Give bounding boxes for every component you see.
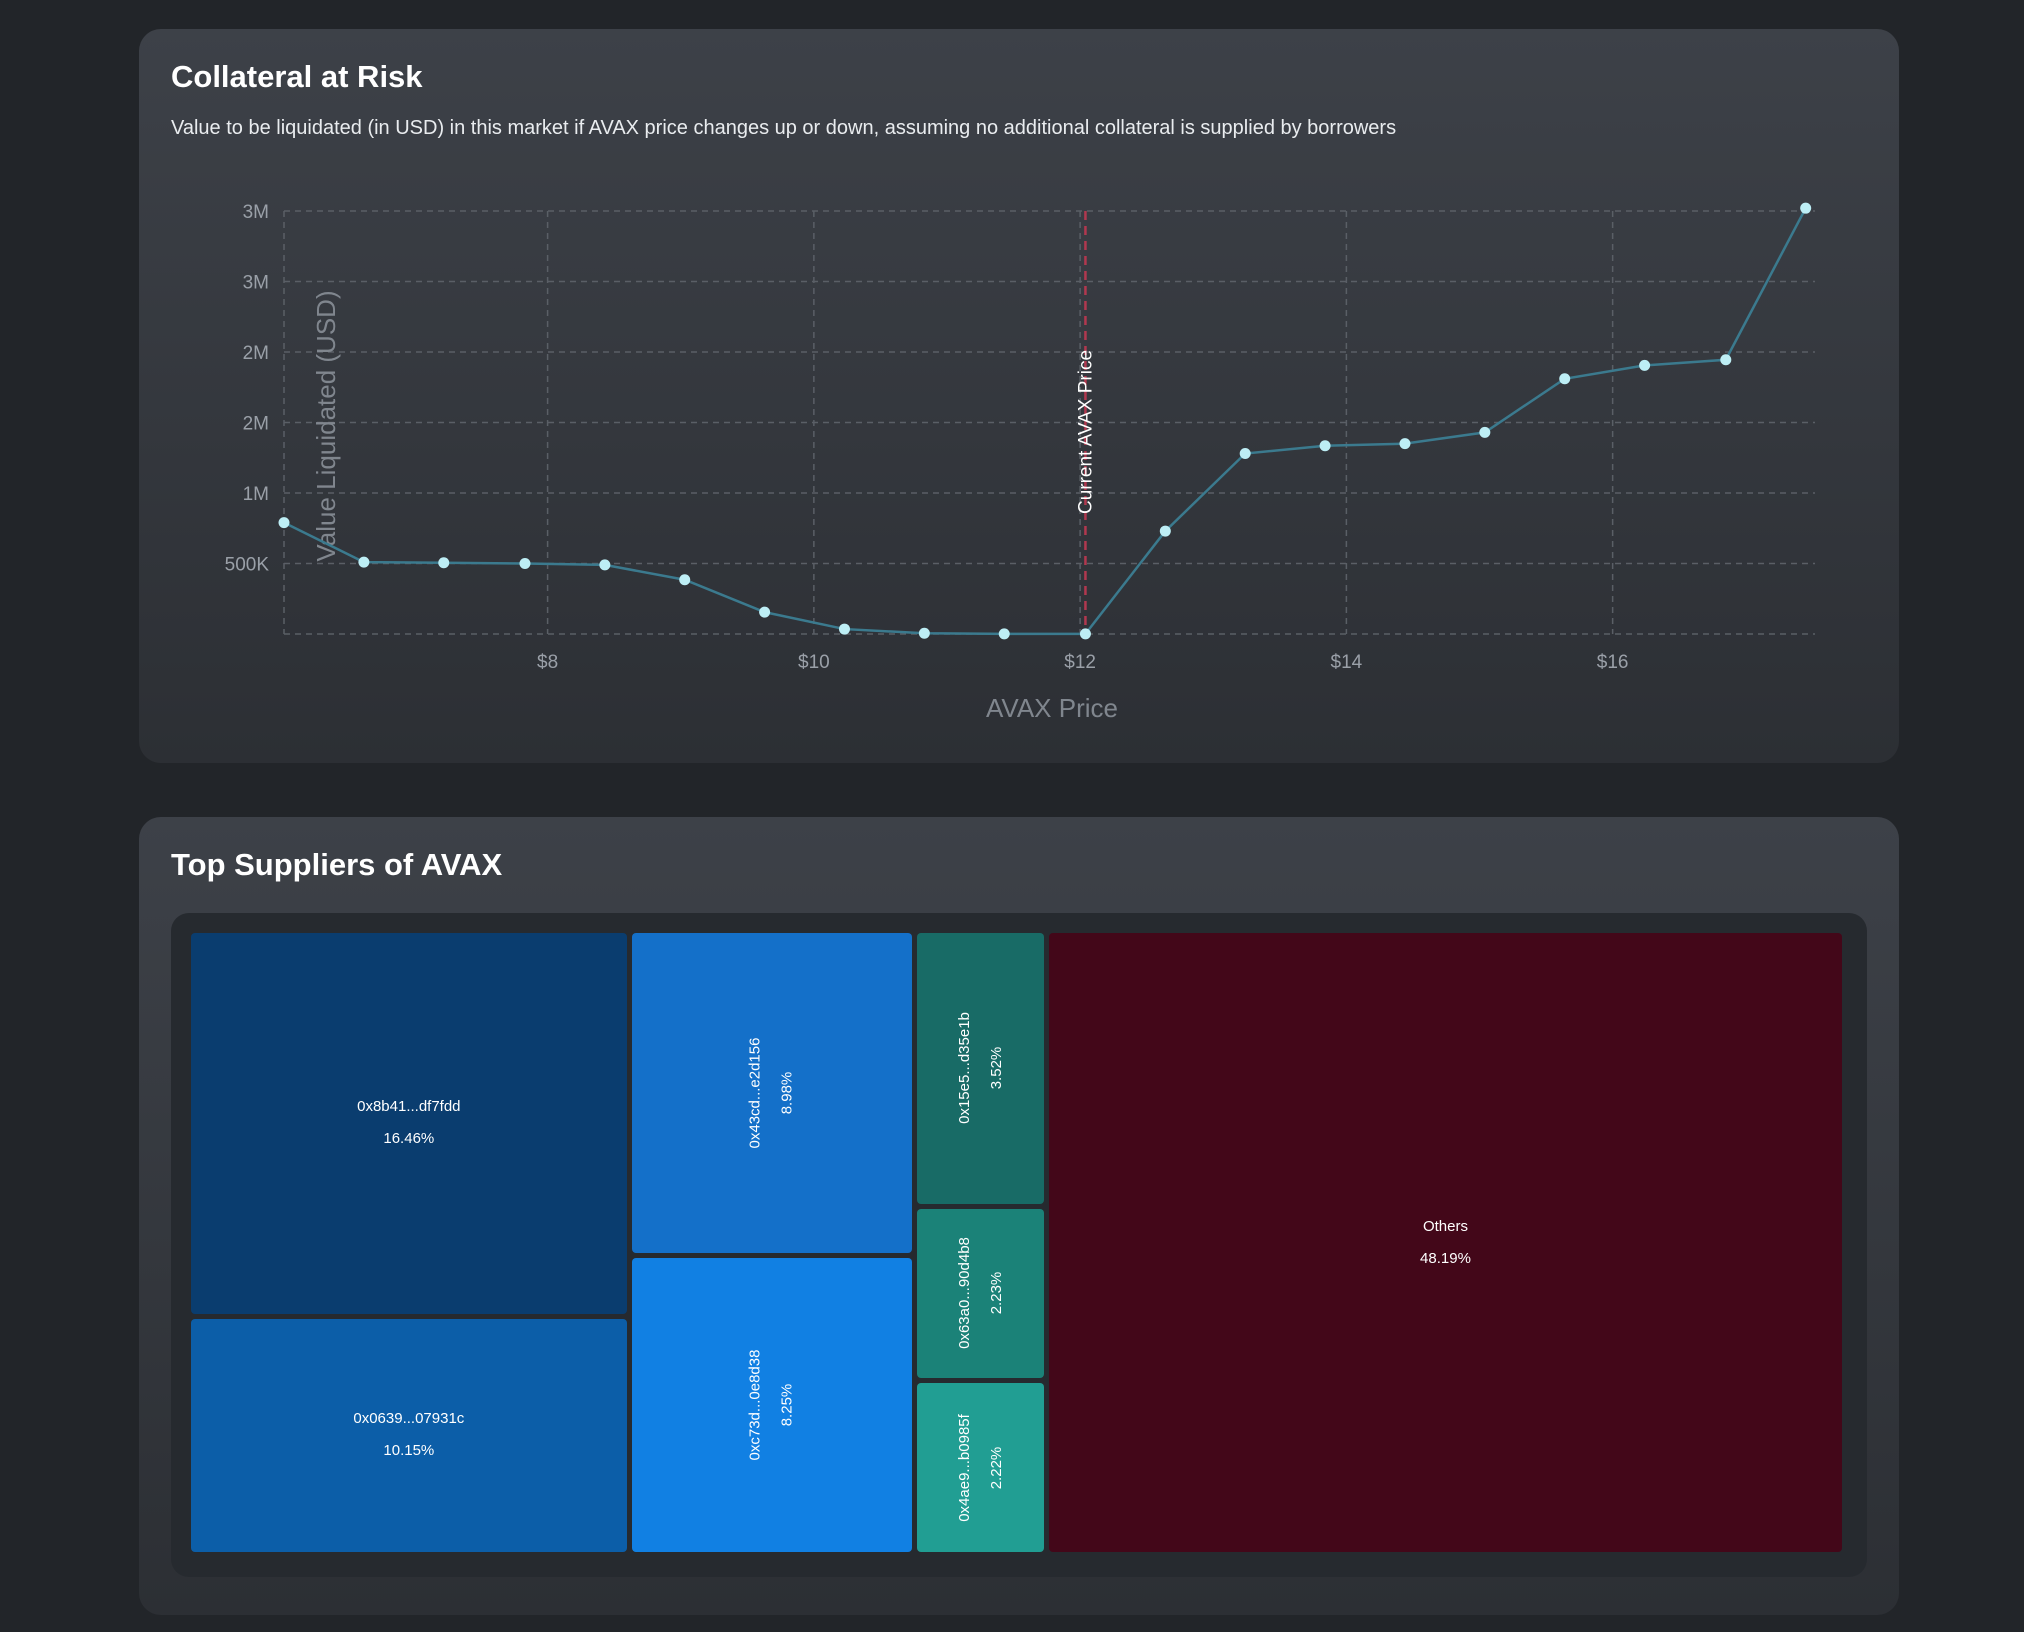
card-title: Collateral at Risk <box>171 59 423 94</box>
x-tick-label: $16 <box>1597 652 1629 673</box>
tile-label-group: 0x4ae9...b0985f 2.22% <box>955 1413 1005 1522</box>
data-point <box>278 517 290 529</box>
y-tick-label: 3M <box>243 273 269 294</box>
tile-percent: 3.52% <box>987 1047 1005 1090</box>
x-tick-label: $10 <box>798 652 830 673</box>
collateral-at-risk-card: Collateral at Risk Value to be liquidate… <box>139 29 1899 763</box>
treemap-tile[interactable]: Others 48.19% <box>1048 933 1842 1552</box>
data-point <box>1800 202 1812 214</box>
tile-percent: 48.19% <box>1420 1249 1471 1267</box>
data-point <box>759 606 771 618</box>
suppliers-treemap: 0x8b41...df7fdd 16.46% 0x0639...07931c 10.1… <box>171 913 1867 1577</box>
tile-label-group: 0x63a0...90d4b8 2.23% <box>955 1237 1005 1350</box>
card-subtitle: Value to be liquidated (in USD) in this … <box>171 117 1397 139</box>
data-point <box>1559 373 1571 385</box>
tile-percent: 2.23% <box>987 1272 1005 1315</box>
treemap-tile[interactable]: 0x43cd...e2d156 8.98% <box>631 933 912 1254</box>
treemap-tile[interactable]: 0xc73d...0e8d38 8.25% <box>631 1258 912 1552</box>
tile-percent: 10.15% <box>383 1442 435 1460</box>
card-title: Top Suppliers of AVAX <box>171 847 503 882</box>
data-point <box>519 558 531 569</box>
tile-name: 0x63a0...90d4b8 <box>955 1237 973 1350</box>
treemap-tile[interactable]: 0x15e5...d35e1b 3.52% <box>916 933 1044 1204</box>
tile-label-group: Others 48.19% <box>1420 1217 1471 1267</box>
tile-percent: 8.98% <box>778 1071 796 1115</box>
data-point <box>358 556 370 568</box>
series-line <box>283 207 1807 636</box>
treemap-tile[interactable]: 0x63a0...90d4b8 2.23% <box>916 1208 1044 1379</box>
x-axis-title: AVAX Price <box>986 693 1118 723</box>
data-point <box>838 623 850 635</box>
tile-name: 0x0639...07931c <box>353 1410 465 1428</box>
data-point <box>679 574 691 586</box>
treemap-tile[interactable]: 0x4ae9...b0985f 2.22% <box>916 1383 1044 1552</box>
y-tick-label: 1M <box>243 484 269 505</box>
current-price-label: Current AVAX Price <box>1075 350 1096 514</box>
tile-name: 0x15e5...d35e1b <box>955 1012 973 1125</box>
data-point <box>998 628 1010 640</box>
y-tick-label: 500K <box>225 555 270 576</box>
tile-name: Others <box>1422 1217 1468 1235</box>
y-tick-label: 3M <box>243 202 269 223</box>
top-suppliers-card: Top Suppliers of AVAX 0x8b41...df7fdd 16.… <box>139 817 1899 1615</box>
tile-label-group: 0x43cd...e2d156 8.98% <box>746 1037 796 1149</box>
data-point <box>1239 448 1251 460</box>
tile-label-group: 0x8b41...df7fdd 16.46% <box>357 1099 460 1147</box>
tile-label-group: 0x0639...07931c 10.15% <box>353 1411 464 1459</box>
data-point <box>1159 525 1171 537</box>
treemap-tile[interactable]: 0x0639...07931c 10.15% <box>191 1318 627 1552</box>
tile-percent: 8.25% <box>778 1383 796 1427</box>
tile-name: 0x43cd...e2d156 <box>746 1037 764 1149</box>
y-axis-title: Value Liquidated (USD) <box>311 290 341 561</box>
tile-percent: 2.22% <box>987 1446 1005 1489</box>
collateral-line-chart: 500K 1M 2M 2M 3M 3M $8 $10 $12 $14 $16 AVAX Price Va… <box>225 202 1815 723</box>
data-point <box>1319 440 1331 452</box>
data-point <box>1720 354 1732 366</box>
data-point <box>1479 426 1491 438</box>
data-point <box>438 557 450 569</box>
tile-name: 0xc73d...0e8d38 <box>746 1349 764 1461</box>
data-point <box>1639 359 1651 371</box>
data-point <box>1399 438 1411 450</box>
tile-label-group: 0x15e5...d35e1b 3.52% <box>955 1012 1005 1125</box>
x-tick-label: $8 <box>537 652 558 673</box>
data-point <box>918 627 930 639</box>
x-tick-label: $14 <box>1331 652 1363 673</box>
data-point <box>599 559 611 571</box>
tile-name: 0x4ae9...b0985f <box>955 1413 973 1522</box>
y-tick-label: 2M <box>243 414 269 435</box>
tile-percent: 16.46% <box>383 1130 435 1148</box>
treemap-tile[interactable]: 0x8b41...df7fdd 16.46% <box>191 933 627 1314</box>
x-tick-label: $12 <box>1064 652 1096 673</box>
tile-name: 0x8b41...df7fdd <box>357 1098 461 1116</box>
data-point <box>1079 628 1091 640</box>
y-tick-label: 2M <box>243 343 269 364</box>
tile-label-group: 0xc73d...0e8d38 8.25% <box>746 1349 796 1461</box>
